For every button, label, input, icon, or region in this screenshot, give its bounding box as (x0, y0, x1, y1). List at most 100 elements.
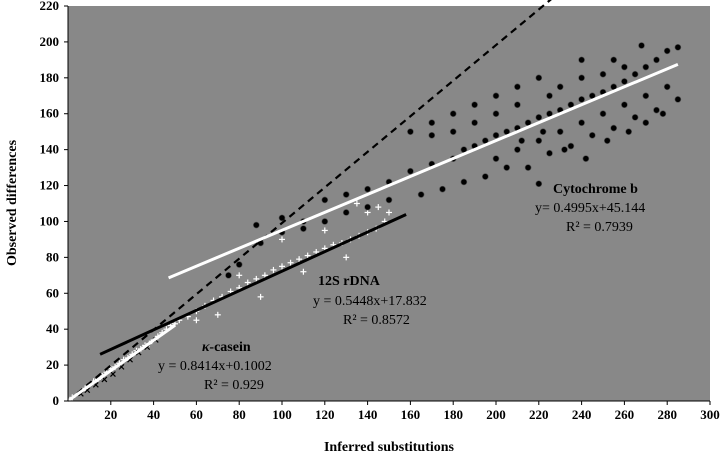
x-ticks: 20 40 60 80 100 120 140 160 180 200 220 240 260 280 30… (104, 401, 720, 422)
data-point (321, 196, 329, 204)
data-point (321, 218, 329, 225)
data-point (236, 272, 243, 279)
data-point (342, 209, 350, 216)
regression-line (168, 62, 679, 280)
data-point (663, 47, 671, 55)
data-point (503, 164, 511, 171)
data-point (492, 131, 500, 139)
y-tick-label: 100 (40, 213, 60, 228)
annotation-casein: κ-casein y = 0.8414x+0.1002 R² = 0.929 (158, 340, 272, 393)
data-point (481, 173, 489, 180)
data-point (556, 83, 564, 91)
data-point (428, 119, 436, 127)
data-point (610, 124, 618, 132)
data-point (449, 128, 457, 135)
x-tick-label: 300 (700, 407, 720, 422)
data-point (321, 227, 328, 234)
data-point (193, 317, 200, 324)
x-axis-label: Inferred substitutions (324, 440, 455, 455)
data-point (535, 137, 543, 144)
data-point (407, 167, 414, 175)
data-point (300, 268, 307, 275)
y-tick-label: 60 (46, 285, 59, 300)
data-point (524, 164, 532, 171)
annotation-12s: 12S rDNA y = 0.5448x+17.832 R² = 0.8572 (313, 274, 427, 328)
y-axis-label: Observed differences (5, 139, 20, 266)
data-point (279, 236, 285, 243)
data-point (582, 155, 590, 162)
x-tick-label: 260 (615, 407, 635, 422)
x-tick-label: 20 (104, 407, 117, 422)
x-tick-label: 220 (529, 407, 549, 422)
data-point (599, 110, 607, 118)
data-point (599, 70, 607, 78)
x-tick-label: 120 (315, 407, 335, 422)
data-point (364, 209, 371, 216)
data-point (225, 272, 232, 279)
y-tick-label: 200 (40, 34, 60, 49)
data-point (261, 272, 268, 279)
fit-lines (67, 0, 679, 403)
data-point (257, 293, 264, 300)
data-point (417, 191, 425, 198)
y-tick-label: 120 (40, 178, 60, 193)
annotation-12s-title: 12S rDNA (318, 274, 381, 289)
data-point (631, 114, 639, 121)
data-point (253, 221, 260, 229)
data-point (631, 70, 639, 78)
x-tick-label: 60 (190, 407, 203, 422)
annotation-casein-equation: y = 0.8414x+0.1002 (158, 359, 272, 374)
data-point (471, 101, 478, 109)
data-point (674, 43, 682, 51)
x-tick-label: 100 (272, 407, 292, 422)
x-tick-label: 240 (572, 407, 592, 422)
y-tick-label: 0 (53, 393, 60, 408)
data-point (471, 119, 478, 127)
annotation-12s-equation: y = 0.5448x+17.832 (313, 294, 427, 309)
data-point (244, 279, 251, 286)
identity-line (67, 0, 552, 402)
data-point (460, 178, 468, 186)
y-tick-label: 40 (46, 321, 59, 336)
data-point (110, 371, 116, 377)
regression-line (67, 324, 176, 403)
data-point (556, 128, 564, 135)
x-tick-label: 140 (358, 407, 378, 422)
data-point (304, 252, 311, 259)
data-point (439, 185, 446, 193)
data-point (578, 96, 585, 103)
data-point (449, 110, 457, 118)
data-point (539, 128, 547, 135)
data-point (546, 92, 553, 100)
data-point (278, 214, 286, 222)
data-point (653, 106, 660, 114)
x-tick-label: 200 (486, 407, 506, 422)
data-point (279, 263, 285, 270)
data-point (300, 225, 307, 232)
data-point (642, 63, 650, 71)
y-tick-label: 160 (40, 106, 60, 121)
data-point (653, 56, 660, 64)
annotation-12s-r2: R² = 0.8572 (343, 313, 410, 328)
data-point (578, 119, 585, 127)
y-tick-label: 140 (40, 142, 60, 157)
data-point (535, 74, 543, 82)
data-point (364, 185, 371, 193)
x-tick-label: 160 (401, 407, 421, 422)
data-point (492, 110, 500, 118)
data-point (659, 110, 667, 118)
data-point (428, 131, 436, 139)
annotation-cytb-r2: R² = 0.7939 (566, 220, 633, 235)
data-point (514, 146, 521, 153)
data-point (561, 146, 568, 153)
y-tick-label: 180 (40, 70, 60, 85)
x-tick-label: 280 (657, 407, 677, 422)
data-point (621, 63, 628, 71)
data-point (296, 256, 303, 263)
y-tick-label: 20 (46, 357, 59, 372)
data-point (386, 209, 392, 216)
data-point (353, 200, 360, 207)
data-point (642, 119, 650, 127)
y-ticks: 0 20 40 60 80 100 120 140 160 180 200 220 (40, 0, 68, 408)
data-point (343, 254, 350, 261)
